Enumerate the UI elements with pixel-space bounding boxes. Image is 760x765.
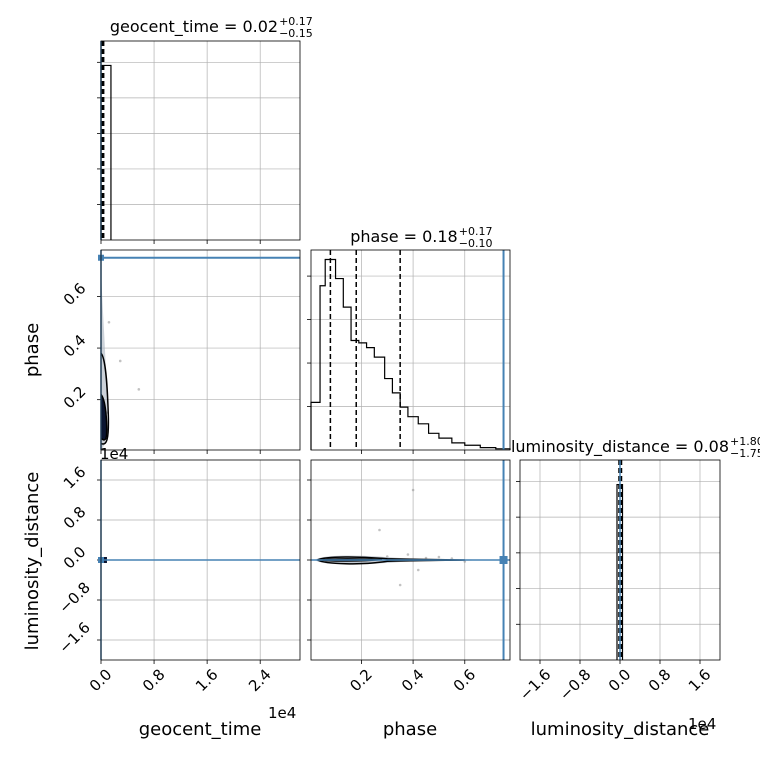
luminosity-distance-xtick-label-1: −0.8 xyxy=(556,666,594,704)
ld-vs-phase-point-7 xyxy=(406,553,410,556)
phase-vs-geocent-time-contour-outer xyxy=(100,352,110,445)
ld-vs-phase-point-0 xyxy=(378,528,381,532)
offset-label-ld-x: 1e4 xyxy=(688,715,716,733)
phase-vs-geocent-time-border xyxy=(100,249,301,451)
ld-vs-phase-point-5 xyxy=(424,556,428,560)
ld-vs-phase-point-1 xyxy=(411,488,415,492)
ld-vs-geocent-time-panel xyxy=(97,459,301,664)
luminosity-distance-xtick-label-4: 1.6 xyxy=(685,666,715,696)
phase-xtick-label-0: 0.2 xyxy=(346,666,376,696)
phase-xtick-label-2: 0.6 xyxy=(450,666,480,696)
title-geocent_time-text: geocent_time = 0.02 xyxy=(110,17,278,37)
phase-vs-geocent-time-point-2 xyxy=(107,320,111,324)
geocent-time-xtick-label-3: 2.4 xyxy=(245,666,275,696)
phase-ytick-label-2: 0.6 xyxy=(60,279,90,309)
phase-hist-border xyxy=(310,249,511,451)
luminosity-distance-ytick-label-1: −0.8 xyxy=(55,578,93,616)
ld-vs-phase-point-4 xyxy=(437,555,441,559)
luminosity-distance-xtick-label-0: −1.6 xyxy=(516,666,554,704)
phase-vs-geocent-time-background xyxy=(101,250,300,450)
xlabel-phase: phase xyxy=(383,719,437,740)
title-luminosity_distance-plus: +1.80 xyxy=(730,435,760,448)
phase-vs-geocent-time-panel xyxy=(97,249,301,454)
ld-vs-phase-point-2 xyxy=(398,583,402,587)
phase-vs-geocent-time-contour-inner xyxy=(100,394,108,441)
luminosity-distance-ytick-label-4: 1.6 xyxy=(60,463,90,493)
ld-vs-phase-point-9 xyxy=(463,560,467,563)
title-geocent_time-plus: +0.17 xyxy=(279,15,313,28)
ylabel-luminosity-distance: luminosity_distance xyxy=(22,472,43,651)
phase-vs-geocent-time-point-0 xyxy=(118,359,122,363)
title-geocent_time: geocent_time = 0.02 +0.17−0.15 xyxy=(110,15,313,40)
phase-ytick-label-1: 0.4 xyxy=(60,331,90,361)
geocent-time-hist-border xyxy=(100,40,301,241)
ld-vs-phase-panel xyxy=(307,459,511,664)
phase-ytick-label-0: 0.2 xyxy=(60,383,90,413)
phase-hist-panel xyxy=(307,249,511,454)
offset-label-ld-y: 1e4 xyxy=(100,445,128,463)
luminosity-distance-ytick-label-2: 0.0 xyxy=(60,543,90,573)
title-phase-minus: −0.10 xyxy=(459,237,493,250)
luminosity-distance-xtick-label-3: 0.8 xyxy=(645,666,675,696)
phase-xtick-label-1: 0.4 xyxy=(398,666,428,696)
geocent-time-hist-panel xyxy=(97,40,301,244)
geocent-time-xtick-label-0: 0.0 xyxy=(86,666,116,696)
phase-vs-geocent-time-point-1 xyxy=(137,388,141,391)
luminosity-distance-hist-border xyxy=(519,459,721,661)
luminosity-distance-ytick-label-3: 0.8 xyxy=(60,503,90,533)
geocent-time-hist-background xyxy=(101,41,300,240)
title-geocent_time-minus: −0.15 xyxy=(279,27,313,40)
ld-vs-geocent-time-border xyxy=(100,459,301,661)
title-phase: phase = 0.18 +0.17−0.10 xyxy=(350,225,492,250)
luminosity-distance-ytick-label-0: −1.6 xyxy=(55,618,93,656)
xlabel-geocent-time: geocent_time xyxy=(139,719,262,740)
title-phase-plus: +0.17 xyxy=(459,225,493,238)
title-phase-text: phase = 0.18 xyxy=(350,227,457,246)
ld-vs-phase-border xyxy=(310,459,511,661)
geocent-time-xtick-label-2: 1.6 xyxy=(192,666,222,696)
offset-label-geocent-time-x: 1e4 xyxy=(268,704,296,722)
ylabel-phase: phase xyxy=(22,323,43,377)
title-luminosity_distance: luminosity_distance = 0.08+1.80−1.75 xyxy=(511,435,760,460)
geocent-time-xtick-label-1: 0.8 xyxy=(139,666,169,696)
title-luminosity_distance-text: luminosity_distance = 0.08 xyxy=(511,437,729,457)
ld-vs-phase-truth-marker xyxy=(499,556,508,564)
luminosity-distance-hist-panel xyxy=(516,459,721,664)
ld-vs-phase-point-3 xyxy=(416,568,420,572)
xlabel-luminosity-distance: luminosity_distance xyxy=(531,719,710,740)
phase-hist-steps xyxy=(310,258,511,450)
phase-hist-background xyxy=(311,250,510,450)
title-luminosity_distance-minus: −1.75 xyxy=(730,447,760,460)
luminosity-distance-xtick-label-2: 0.0 xyxy=(605,666,635,696)
